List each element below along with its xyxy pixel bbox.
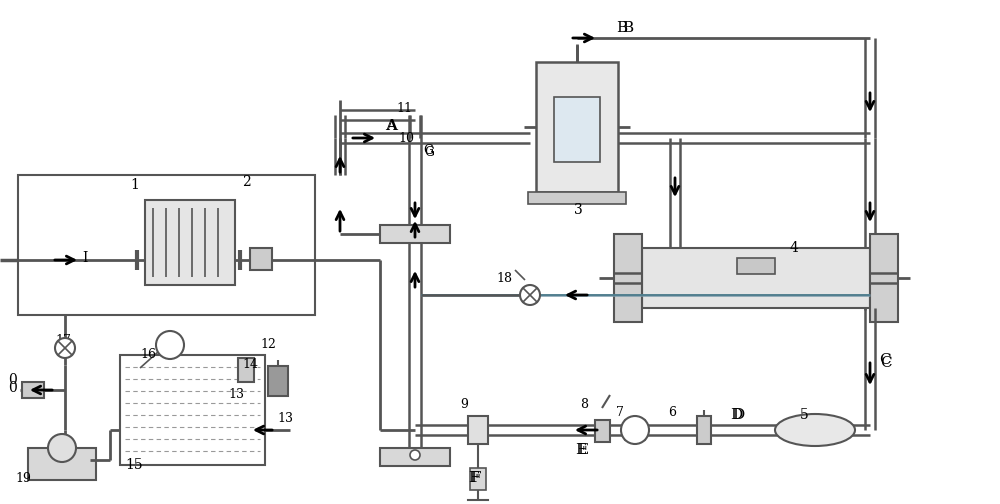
Bar bbox=[120, 355, 265, 465]
Bar bbox=[697, 416, 711, 444]
Bar bbox=[22, 382, 44, 398]
Circle shape bbox=[410, 450, 420, 460]
Bar bbox=[737, 258, 775, 274]
Text: C: C bbox=[880, 356, 892, 370]
Text: 9: 9 bbox=[460, 399, 468, 411]
Text: C: C bbox=[879, 353, 891, 367]
Text: 4: 4 bbox=[790, 241, 799, 255]
Bar bbox=[614, 234, 642, 322]
Bar bbox=[268, 366, 288, 396]
Text: 13: 13 bbox=[277, 411, 293, 424]
Text: 13: 13 bbox=[228, 389, 244, 402]
Text: 14: 14 bbox=[242, 358, 258, 371]
Text: B: B bbox=[616, 21, 627, 35]
Bar bbox=[250, 248, 272, 270]
Bar bbox=[470, 468, 486, 490]
Text: 18: 18 bbox=[496, 272, 512, 284]
Bar bbox=[28, 448, 96, 480]
Text: 10: 10 bbox=[398, 132, 414, 145]
Text: E: E bbox=[577, 443, 588, 457]
Ellipse shape bbox=[775, 414, 855, 446]
Text: D: D bbox=[730, 408, 742, 422]
Text: 7: 7 bbox=[616, 407, 624, 419]
Text: 0: 0 bbox=[8, 381, 17, 395]
Bar bbox=[870, 234, 898, 322]
Text: 12: 12 bbox=[260, 339, 276, 351]
Text: 8: 8 bbox=[580, 399, 588, 411]
Text: 3: 3 bbox=[574, 203, 583, 217]
Circle shape bbox=[520, 285, 540, 305]
Text: F: F bbox=[470, 471, 480, 485]
Text: E: E bbox=[575, 443, 586, 457]
Text: 11: 11 bbox=[396, 101, 412, 114]
Bar bbox=[380, 448, 450, 466]
Circle shape bbox=[156, 331, 184, 359]
Bar bbox=[642, 248, 870, 308]
Text: 6: 6 bbox=[668, 407, 676, 419]
Text: 0: 0 bbox=[8, 373, 17, 387]
Text: G: G bbox=[423, 144, 433, 157]
Text: I: I bbox=[82, 251, 87, 265]
Bar bbox=[145, 200, 235, 285]
Bar bbox=[595, 420, 610, 442]
Text: A: A bbox=[385, 119, 396, 133]
Text: 17: 17 bbox=[55, 334, 71, 347]
Bar bbox=[528, 192, 626, 204]
Text: 19: 19 bbox=[15, 472, 31, 484]
Bar bbox=[18, 175, 315, 315]
Bar bbox=[554, 97, 600, 162]
Text: 1: 1 bbox=[130, 178, 139, 192]
Circle shape bbox=[621, 416, 649, 444]
Text: A: A bbox=[386, 119, 397, 133]
Bar bbox=[380, 225, 450, 243]
Circle shape bbox=[55, 338, 75, 358]
Text: 2: 2 bbox=[242, 175, 251, 189]
Bar bbox=[536, 62, 618, 192]
Bar bbox=[468, 416, 488, 444]
Text: D: D bbox=[732, 408, 744, 422]
Text: F: F bbox=[468, 471, 479, 485]
Text: G: G bbox=[424, 146, 434, 158]
Text: B: B bbox=[622, 21, 633, 35]
Circle shape bbox=[48, 434, 76, 462]
Bar bbox=[238, 358, 254, 382]
Text: 15: 15 bbox=[125, 458, 143, 472]
Text: 16: 16 bbox=[140, 348, 156, 361]
Text: 5: 5 bbox=[800, 408, 809, 422]
